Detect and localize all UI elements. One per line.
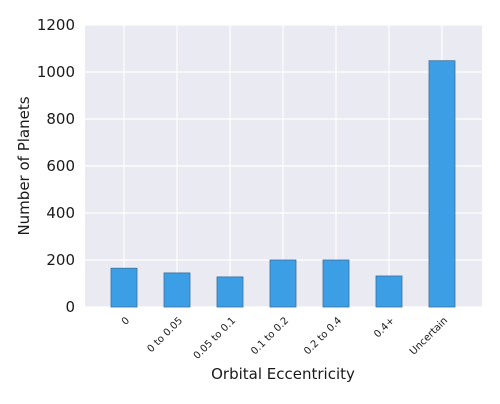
bar (322, 259, 350, 308)
y-axis-label: Number of Planets (15, 96, 33, 235)
bar (375, 275, 403, 308)
y-tick-label: 200 (46, 251, 75, 269)
y-tick-label: 600 (46, 157, 75, 175)
y-tick-label: 800 (46, 110, 75, 128)
bar (163, 272, 191, 308)
bars (110, 60, 456, 308)
bar (428, 60, 456, 308)
bar (216, 276, 244, 308)
x-tick-label: 0.05 to 0.1 (192, 315, 238, 361)
y-tick-label: 400 (46, 204, 75, 222)
y-tick-labels: 0 200 400 600 800 1000 1200 (37, 16, 75, 316)
bar (269, 259, 297, 308)
x-tick-label: 0.2 to 0.4 (302, 315, 344, 357)
x-tick-label: 0.1 to 0.2 (249, 315, 291, 357)
x-tick-label: 0.4+ (372, 315, 397, 340)
x-axis-label: Orbital Eccentricity (211, 365, 355, 383)
x-tick-label: 0 to 0.05 (146, 315, 186, 355)
y-tick-label: 1000 (37, 63, 75, 81)
y-tick-label: 1200 (37, 16, 75, 34)
x-tick-label: 0 (120, 315, 132, 327)
bar (110, 267, 138, 308)
x-tick-label: Uncertain (408, 315, 450, 357)
y-tick-label: 0 (65, 298, 75, 316)
x-tick-labels: 0 0 to 0.05 0.05 to 0.1 0.1 to 0.2 0.2 to 0.… (120, 315, 450, 361)
